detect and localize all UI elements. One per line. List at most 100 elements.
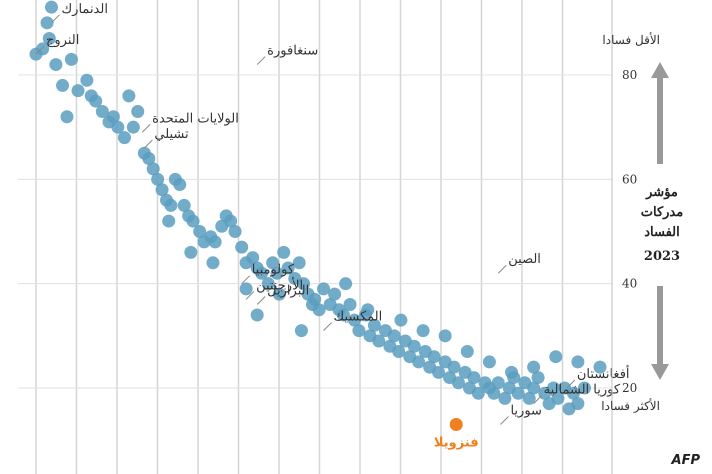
data-point — [427, 350, 441, 364]
label-leaders — [35, 14, 576, 425]
index-title: مؤشر مدركات الفساد 2023 — [641, 185, 683, 264]
data-point — [467, 371, 481, 385]
arrow-down-icon — [651, 286, 669, 380]
data-point — [71, 84, 85, 98]
point-label: الدنمارك — [61, 2, 107, 17]
y-tick-label: 40 — [622, 277, 637, 291]
label-leader — [256, 296, 266, 305]
data-point — [184, 245, 198, 259]
data-point — [255, 266, 269, 280]
label-leader — [500, 416, 509, 425]
point-label: المكسيك — [334, 310, 383, 325]
data-point — [551, 391, 565, 405]
arrow-up-icon — [651, 62, 669, 164]
data-point — [60, 110, 74, 124]
data-points — [29, 0, 607, 432]
data-point — [155, 183, 169, 197]
top-label: الأقل فسادا — [602, 32, 660, 47]
data-point — [270, 266, 284, 280]
data-point — [392, 344, 406, 358]
data-point — [80, 73, 94, 87]
data-point — [126, 120, 140, 134]
data-point — [146, 162, 160, 176]
data-point — [367, 318, 381, 332]
y-axis: 20 40 60 80 — [611, 0, 637, 474]
point-label: النروج — [46, 33, 79, 48]
data-point — [432, 365, 446, 379]
point-label: الصين — [508, 252, 541, 267]
data-point — [317, 282, 331, 296]
data-point — [487, 386, 501, 400]
data-point — [40, 16, 54, 30]
data-point — [347, 313, 361, 327]
data-point — [266, 256, 280, 270]
data-point — [394, 313, 408, 327]
data-point — [336, 308, 350, 322]
data-point — [272, 287, 286, 301]
data-point — [36, 42, 50, 56]
data-point — [246, 251, 260, 265]
data-point — [527, 381, 541, 395]
label-leader — [241, 275, 251, 285]
point-label: كوريا الشمالية — [544, 383, 621, 398]
label-leader — [323, 322, 332, 331]
highlight-label: فنزويلا — [434, 436, 479, 451]
data-point — [571, 355, 585, 369]
data-point — [131, 105, 145, 119]
data-point — [122, 89, 136, 103]
data-point — [527, 360, 541, 374]
label-leader — [533, 395, 543, 405]
label-leader — [256, 56, 266, 65]
data-point — [44, 0, 58, 14]
data-point — [498, 391, 512, 405]
data-point — [566, 386, 580, 400]
data-point — [151, 172, 165, 186]
data-point — [89, 94, 103, 108]
data-point — [292, 256, 306, 270]
data-point — [228, 225, 242, 238]
data-point — [372, 334, 386, 348]
data-point — [95, 105, 109, 119]
data-point — [447, 360, 461, 374]
data-point — [117, 131, 131, 145]
label-leader — [566, 379, 576, 389]
data-point — [64, 52, 78, 66]
data-point — [438, 329, 452, 343]
data-point — [111, 120, 125, 134]
point-label: البرازيل — [267, 284, 309, 299]
data-point — [42, 31, 56, 45]
data-point — [142, 151, 156, 165]
data-point — [471, 386, 485, 400]
label-leader — [245, 290, 255, 300]
point-label: كولومبيا — [252, 263, 295, 278]
data-point — [106, 110, 120, 124]
index-title-line-4: 2023 — [644, 249, 680, 264]
label-leader — [141, 124, 151, 133]
data-point — [164, 198, 178, 212]
data-point — [277, 245, 291, 259]
data-point — [505, 365, 519, 379]
label-leader — [144, 139, 153, 149]
data-point — [482, 355, 496, 369]
data-point — [571, 397, 585, 411]
data-point — [531, 371, 545, 385]
data-point — [593, 360, 607, 374]
point-label: سنغافورة — [267, 44, 318, 59]
data-point — [387, 329, 401, 343]
data-point — [361, 303, 375, 317]
bottom-label: الأكثر فسادا — [601, 398, 660, 413]
data-point — [56, 78, 70, 92]
data-point — [297, 277, 311, 291]
data-point — [407, 339, 421, 353]
data-point — [206, 256, 220, 270]
index-title-line-1: مؤشر — [645, 185, 678, 200]
index-title-line-2: مدركات — [641, 205, 683, 220]
y-tick-label: 80 — [622, 68, 637, 82]
data-point — [578, 381, 592, 395]
data-point — [451, 376, 465, 390]
data-point — [511, 386, 525, 400]
index-title-line-3: الفساد — [644, 225, 680, 240]
data-point — [328, 287, 342, 301]
